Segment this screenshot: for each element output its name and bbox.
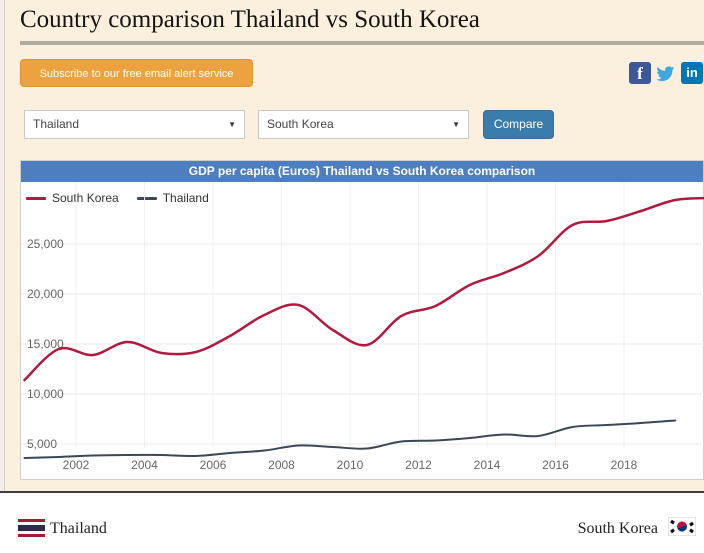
facebook-icon[interactable]: f bbox=[629, 62, 651, 84]
x-axis-tick-label: 2006 bbox=[200, 458, 227, 472]
country-select-1-value: Thailand bbox=[33, 117, 80, 131]
x-axis-tick-label: 2004 bbox=[131, 458, 158, 472]
x-axis-tick-label: 2012 bbox=[405, 458, 432, 472]
y-axis-tick-label: 15,000 bbox=[27, 337, 64, 351]
x-axis-tick-label: 2014 bbox=[474, 458, 501, 472]
x-axis-tick-label: 2018 bbox=[611, 458, 638, 472]
footer-thailand-label: Thailand bbox=[50, 520, 107, 537]
series-line-south-korea bbox=[23, 196, 704, 382]
chart-panel: GDP per capita (Euros) Thailand vs South… bbox=[20, 160, 704, 480]
x-axis-tick-label: 2010 bbox=[337, 458, 364, 472]
legend-swatch bbox=[136, 196, 157, 200]
y-axis-tick-label: 5,000 bbox=[27, 437, 57, 451]
country-select-1[interactable]: Thailand ▼ bbox=[24, 110, 245, 139]
chevron-down-icon: ▼ bbox=[452, 120, 460, 129]
country-select-2[interactable]: South Korea ▼ bbox=[258, 110, 469, 139]
y-axis-tick-label: 20,000 bbox=[27, 287, 64, 301]
subscribe-button[interactable]: Subscribe to our free email alert servic… bbox=[20, 59, 253, 87]
x-axis-tick-label: 2016 bbox=[542, 458, 569, 472]
twitter-icon[interactable] bbox=[654, 64, 676, 86]
chart-legend: South Korea Thailand bbox=[26, 191, 209, 205]
title-divider bbox=[20, 41, 704, 45]
legend-item-south-korea[interactable]: South Korea bbox=[26, 191, 119, 205]
series-line-thailand bbox=[23, 419, 677, 459]
linkedin-icon[interactable]: in bbox=[681, 62, 703, 84]
chevron-down-icon: ▼ bbox=[228, 120, 236, 129]
footer-bar: Thailand South Korea bbox=[0, 491, 704, 553]
chart-plot-area: 2002 2004 2006 2008 2010 2012 2014 2016 2018 5,00… bbox=[21, 182, 704, 472]
south-korea-flag-icon bbox=[668, 517, 696, 536]
y-axis-tick-label: 25,000 bbox=[27, 237, 64, 251]
legend-swatch bbox=[26, 196, 46, 200]
legend-item-thailand[interactable]: Thailand bbox=[136, 191, 209, 205]
page-title: Country comparison Thailand vs South Kor… bbox=[20, 6, 480, 33]
page-left-edge bbox=[0, 0, 5, 553]
legend-label: Thailand bbox=[162, 191, 209, 205]
legend-label: South Korea bbox=[52, 191, 119, 205]
country-select-2-value: South Korea bbox=[267, 117, 334, 131]
x-axis-tick-label: 2008 bbox=[268, 458, 295, 472]
thailand-flag-icon bbox=[18, 519, 45, 537]
footer-southkorea-label: South Korea bbox=[577, 520, 658, 537]
chart-title-bar: GDP per capita (Euros) Thailand vs South… bbox=[21, 161, 703, 182]
compare-button[interactable]: Compare bbox=[483, 110, 554, 139]
y-axis-tick-label: 10,000 bbox=[27, 387, 64, 401]
x-axis-tick-label: 2002 bbox=[63, 458, 90, 472]
